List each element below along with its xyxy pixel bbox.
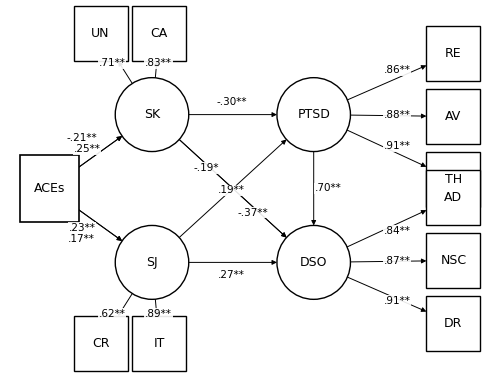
Ellipse shape — [115, 78, 189, 152]
Text: .89**: .89** — [145, 309, 172, 319]
Text: .84**: .84** — [384, 226, 410, 236]
FancyBboxPatch shape — [20, 155, 78, 222]
Text: .87**: .87** — [384, 256, 410, 265]
FancyBboxPatch shape — [426, 233, 480, 288]
Text: IT: IT — [154, 337, 165, 350]
Text: ACEs: ACEs — [34, 182, 65, 195]
Text: .25**: .25** — [74, 144, 101, 154]
FancyBboxPatch shape — [132, 6, 186, 61]
Text: -.30**: -.30** — [216, 97, 246, 107]
Text: .62**: .62** — [98, 309, 126, 319]
Text: NSC: NSC — [440, 254, 466, 267]
FancyBboxPatch shape — [74, 6, 128, 61]
Text: DR: DR — [444, 317, 462, 330]
Text: .86**: .86** — [384, 65, 410, 75]
Text: DSO: DSO — [300, 256, 328, 269]
Text: .27**: .27** — [218, 270, 245, 280]
FancyBboxPatch shape — [74, 316, 128, 371]
Text: .17**: .17** — [68, 234, 94, 244]
Text: .83**: .83** — [145, 58, 172, 68]
Text: .70**: .70** — [315, 184, 342, 193]
FancyBboxPatch shape — [426, 170, 480, 225]
Ellipse shape — [277, 225, 350, 299]
Ellipse shape — [115, 225, 189, 299]
Text: -.21**: -.21** — [66, 133, 97, 143]
Text: .19**: .19** — [218, 185, 245, 195]
Text: .91**: .91** — [384, 296, 410, 306]
Text: AV: AV — [445, 110, 462, 123]
FancyBboxPatch shape — [426, 296, 480, 351]
FancyBboxPatch shape — [426, 152, 480, 207]
Text: PTSD: PTSD — [298, 108, 330, 121]
Text: TH: TH — [445, 173, 462, 186]
Text: AD: AD — [444, 191, 462, 204]
Text: CR: CR — [92, 337, 110, 350]
Text: RE: RE — [445, 47, 462, 60]
Text: -.37**: -.37** — [237, 207, 268, 218]
Text: UN: UN — [92, 27, 110, 40]
Text: CA: CA — [150, 27, 168, 40]
Text: .91**: .91** — [384, 141, 410, 151]
Text: .88**: .88** — [384, 110, 410, 120]
FancyBboxPatch shape — [426, 26, 480, 81]
Text: .71**: .71** — [98, 58, 126, 68]
FancyBboxPatch shape — [426, 89, 480, 144]
Text: -.19*: -.19* — [193, 163, 218, 173]
Text: .23**: .23** — [68, 223, 96, 233]
Text: SK: SK — [144, 108, 160, 121]
Ellipse shape — [277, 78, 350, 152]
FancyBboxPatch shape — [132, 316, 186, 371]
Text: SJ: SJ — [146, 256, 158, 269]
